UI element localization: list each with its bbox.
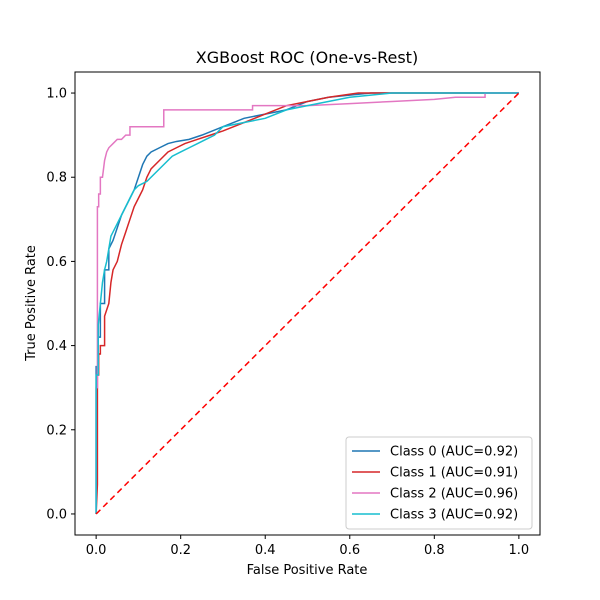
legend-items: Class 0 (AUC=0.92) Class 1 (AUC=0.91) Clas… — [352, 445, 518, 523]
legend-label-class-0: Class 0 (AUC=0.92) — [390, 445, 518, 460]
x-tick-label: 1.0 — [509, 543, 530, 558]
roc-curve-class-1 — [95, 92, 519, 514]
y-axis-ticks: 0.0 0.2 0.4 0.6 0.8 1.0 — [46, 87, 75, 522]
y-tick-label: 1.0 — [46, 87, 67, 102]
chart-title: XGBoost ROC (One-vs-Rest) — [196, 48, 418, 67]
legend-label-class-3: Class 3 (AUC=0.92) — [390, 508, 518, 523]
y-tick-label: 0.0 — [46, 507, 67, 522]
x-axis-ticks: 0.0 0.2 0.4 0.6 0.8 1.0 — [86, 535, 529, 558]
roc-curve-class-2 — [95, 92, 519, 514]
plot-frame — [74, 71, 541, 536]
x-tick-label: 0.4 — [255, 543, 276, 558]
x-tick-label: 0.0 — [86, 543, 107, 558]
plot-layer — [95, 92, 520, 515]
legend-label-class-2: Class 2 (AUC=0.96) — [390, 487, 518, 502]
y-tick-label: 0.2 — [46, 423, 67, 438]
legend: Class 0 (AUC=0.92) Class 1 (AUC=0.91) Clas… — [345, 436, 533, 530]
x-tick-label: 0.8 — [424, 543, 445, 558]
y-tick-label: 0.6 — [46, 255, 67, 270]
legend-box — [345, 436, 533, 530]
x-tick-label: 0.2 — [170, 543, 191, 558]
y-tick-label: 0.8 — [46, 171, 67, 186]
roc-curve-class-0 — [95, 92, 519, 514]
y-axis-label: True Positive Rate — [24, 245, 39, 362]
roc-curve-class-3 — [95, 92, 519, 514]
x-axis-label: False Positive Rate — [247, 563, 368, 578]
y-tick-label: 0.4 — [46, 339, 67, 354]
legend-label-class-1: Class 1 (AUC=0.91) — [390, 466, 518, 481]
x-tick-label: 0.6 — [339, 543, 360, 558]
